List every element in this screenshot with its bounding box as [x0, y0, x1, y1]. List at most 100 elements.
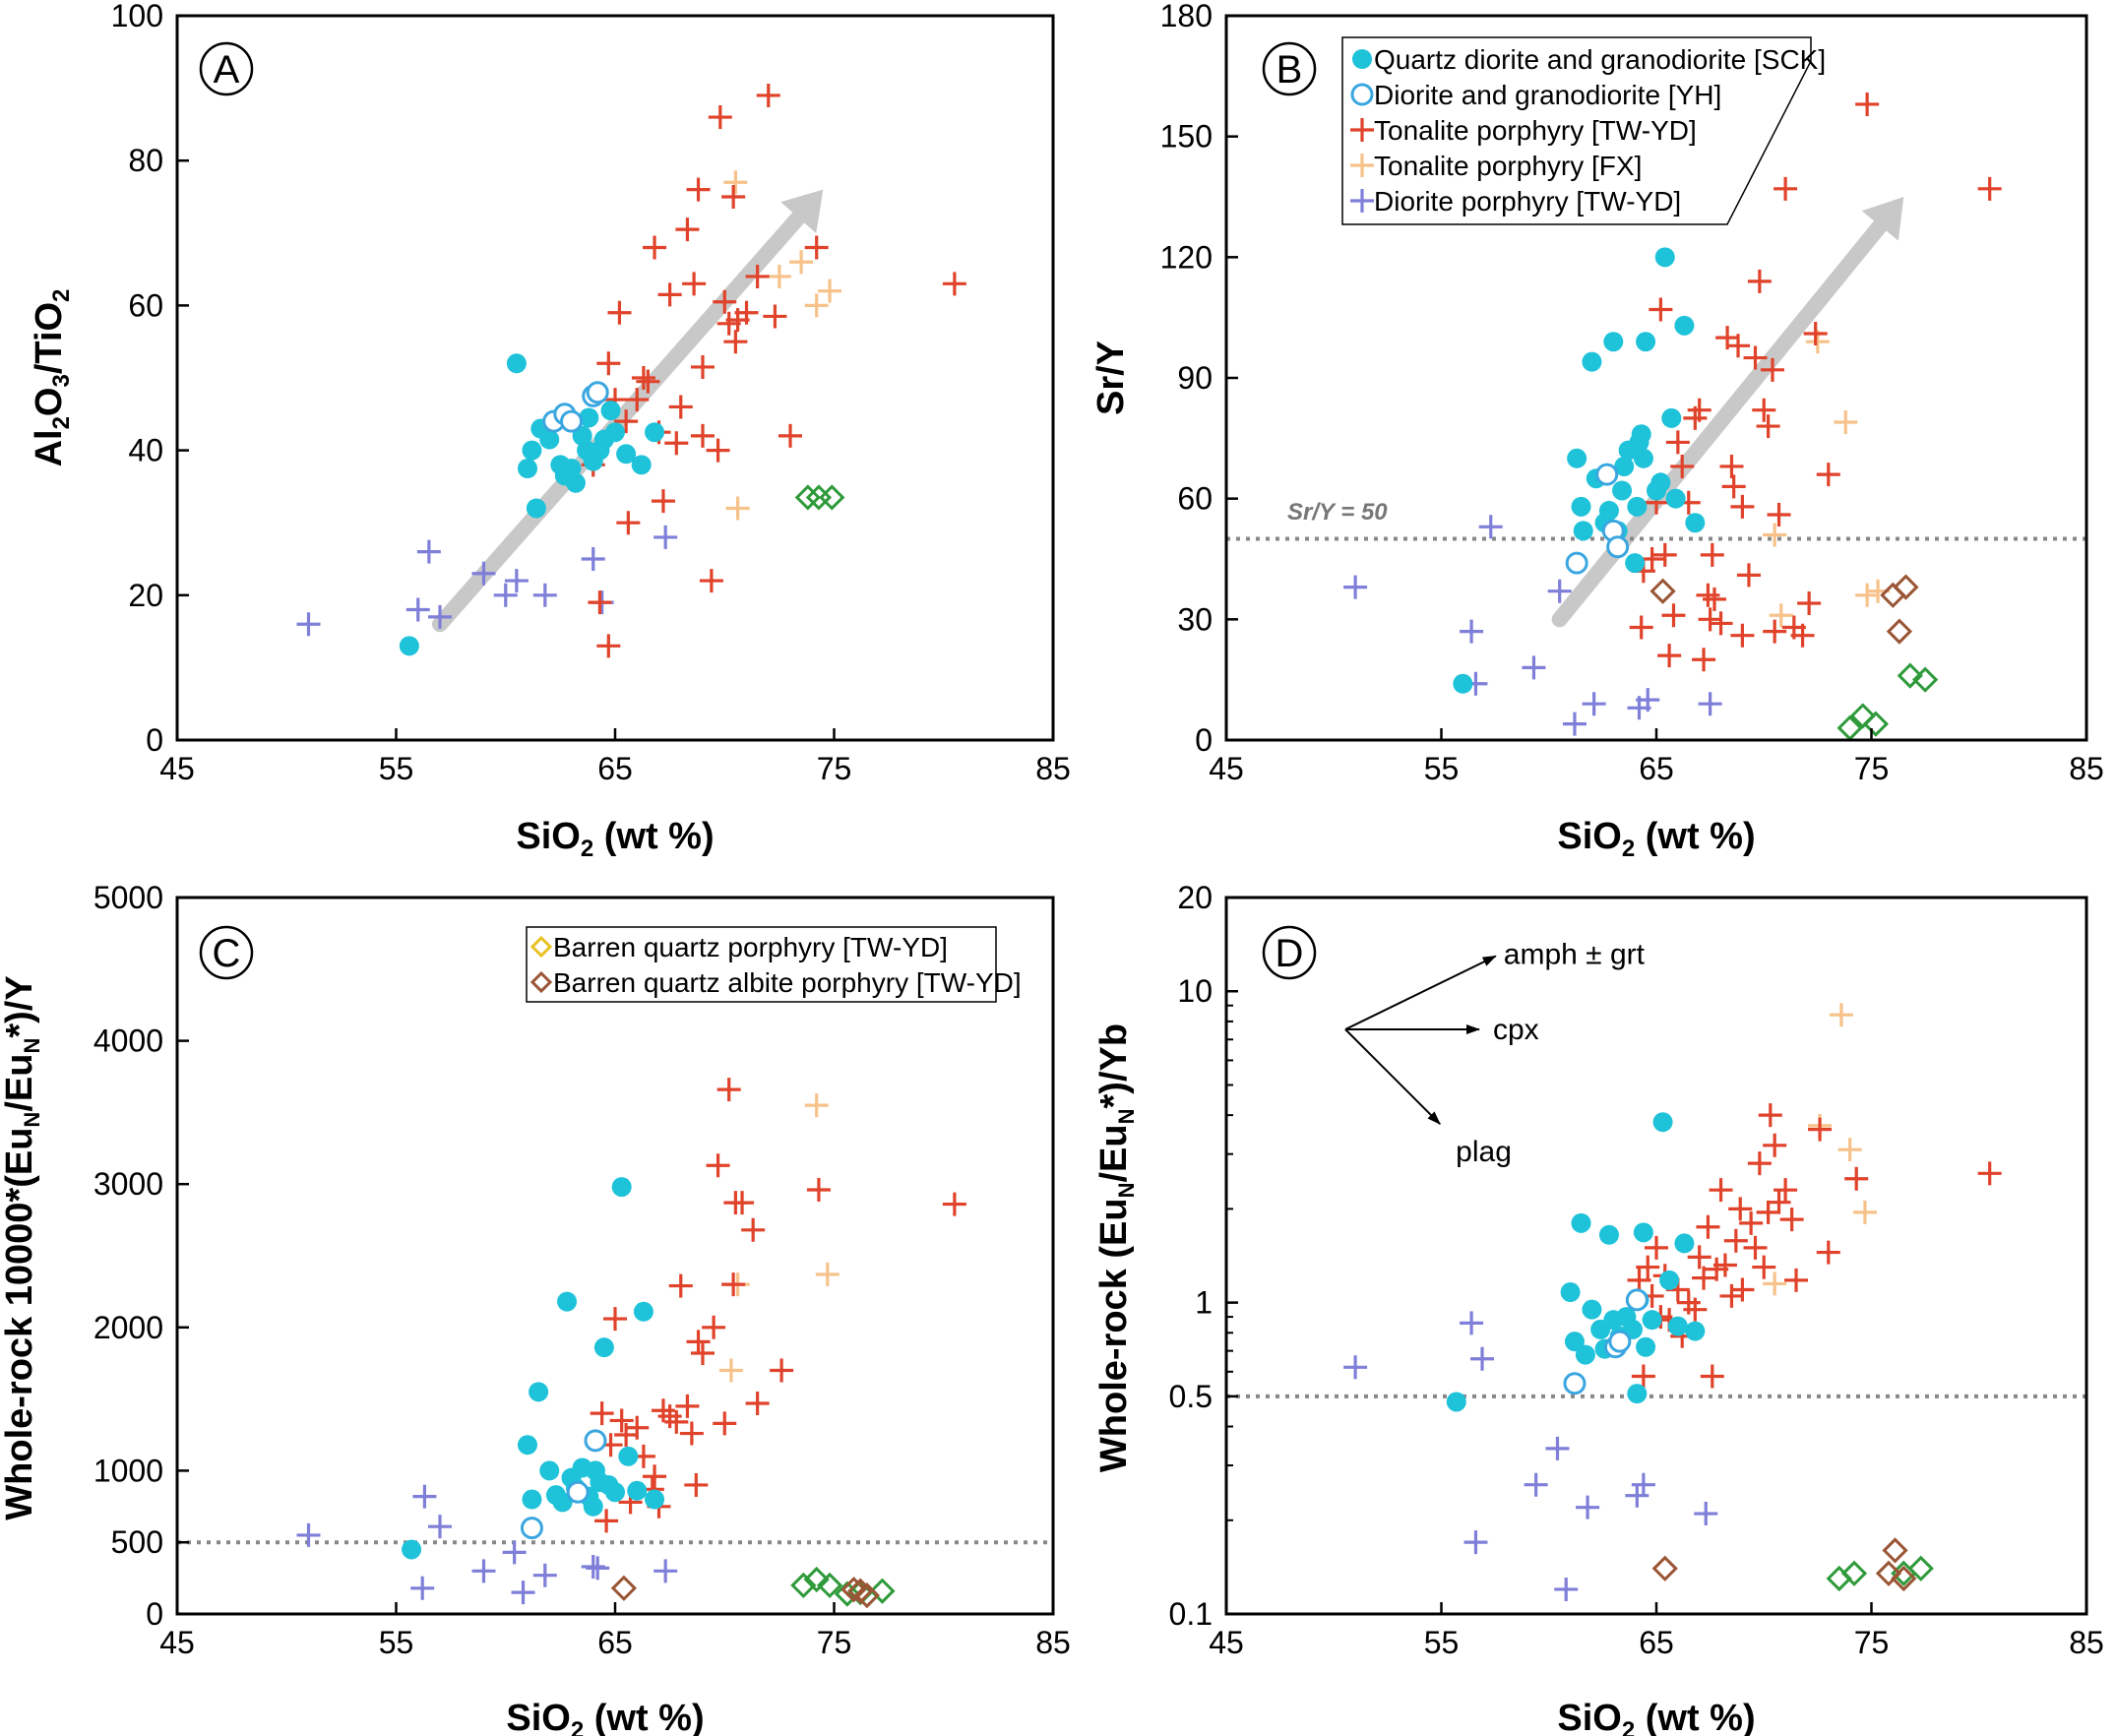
data-point	[1779, 1208, 1804, 1232]
data-point	[1573, 521, 1593, 541]
data-point	[1834, 409, 1858, 434]
data-point	[1756, 1200, 1780, 1224]
data-point	[1760, 357, 1784, 382]
data-point	[614, 409, 639, 434]
data-point	[1816, 463, 1840, 487]
data-point	[691, 354, 715, 379]
data-point	[675, 1394, 700, 1418]
data-point	[804, 1093, 829, 1118]
x-tick-label: 65	[597, 751, 633, 786]
data-point	[815, 1262, 840, 1286]
data-point	[725, 496, 750, 521]
data-point	[1608, 1330, 1632, 1353]
data-point	[1343, 575, 1368, 599]
data-point	[1719, 1283, 1744, 1308]
data-point	[1625, 1288, 1649, 1312]
data-point	[1665, 488, 1686, 509]
data-point	[1545, 1436, 1570, 1460]
data-point	[1633, 448, 1653, 468]
data-point	[706, 1153, 730, 1178]
data-point	[1862, 711, 1889, 737]
data-point	[1603, 332, 1624, 352]
data-point	[1698, 607, 1722, 632]
data-point	[1726, 334, 1751, 358]
data-point	[1721, 474, 1746, 499]
data-point	[596, 634, 621, 658]
data-point	[539, 429, 560, 450]
panel-c-plot	[177, 1078, 1053, 1609]
data-point	[1674, 1233, 1695, 1254]
panel-b-trend-arrow-head	[1861, 197, 1904, 241]
panel-a-trend-arrow-head	[780, 189, 824, 234]
data-point	[1700, 542, 1724, 567]
legend-label-barren_qp: Barren quartz porphyry [TW-YD]	[553, 932, 948, 962]
panel-c-series-yh	[520, 1429, 607, 1540]
data-point	[716, 1078, 741, 1102]
data-point	[402, 1539, 422, 1560]
data-point	[1563, 1372, 1587, 1395]
panel-c-x-title: SiO2 (wt %)	[506, 1698, 704, 1736]
data-point	[803, 1566, 830, 1593]
y-tick-label: 1000	[93, 1453, 163, 1488]
data-point	[804, 293, 829, 318]
legend-marker-yh	[1350, 83, 1374, 106]
data-point	[713, 1411, 737, 1436]
data-point	[1774, 176, 1798, 201]
data-point	[691, 1341, 715, 1366]
data-point	[593, 1337, 614, 1358]
panel-a-plot	[296, 83, 966, 658]
data-point	[645, 1489, 665, 1510]
data-point	[721, 1272, 746, 1297]
data-point	[1652, 542, 1677, 567]
data-point	[1692, 648, 1716, 672]
data-point	[819, 484, 845, 511]
data-point	[1636, 332, 1656, 352]
panel-b-y-ticks: 0 30 60 90 120 150 180	[1160, 0, 1238, 758]
data-point	[684, 1472, 709, 1497]
data-point	[1767, 503, 1791, 527]
svg-text:B: B	[1276, 48, 1303, 92]
data-point	[1739, 1210, 1764, 1235]
y-tick-label: 1	[1195, 1285, 1213, 1321]
data-point	[1343, 1355, 1368, 1380]
data-point	[756, 83, 780, 107]
x-tick-label: 85	[1035, 1625, 1071, 1660]
data-point	[1730, 623, 1755, 648]
data-point	[502, 1540, 527, 1565]
panel-d-y-ticks: 0.1 0.5 1 10 20	[1169, 880, 1238, 1632]
data-point	[1657, 644, 1682, 668]
data-point	[416, 539, 441, 564]
data-point	[1709, 1178, 1733, 1203]
data-point	[1907, 1555, 1934, 1581]
panel-d-label: D	[1262, 925, 1317, 980]
panel-c-series-twyd_diorite	[296, 1484, 678, 1605]
data-point	[631, 455, 652, 475]
data-point	[296, 1522, 321, 1547]
legend-marker-fx	[1350, 154, 1374, 177]
data-point	[651, 1398, 675, 1423]
data-point	[853, 1581, 880, 1609]
data-point	[428, 1515, 452, 1539]
y-tick-label: 4000	[93, 1023, 163, 1059]
data-point	[745, 1391, 770, 1415]
data-point	[1554, 1577, 1579, 1601]
panel-b-series-yh	[1565, 463, 1630, 575]
data-point	[1756, 414, 1780, 439]
y-tick-label: 10	[1177, 973, 1213, 1009]
data-point	[834, 1581, 860, 1607]
x-tick-label: 75	[1854, 751, 1890, 786]
panel-b-trend-arrow-shaft	[1551, 217, 1889, 628]
y-tick-label: 180	[1160, 0, 1213, 33]
data-point	[600, 401, 621, 421]
data-point	[816, 1572, 843, 1599]
data-point	[1645, 1235, 1668, 1260]
y-tick-label: 60	[128, 287, 163, 323]
x-tick-label: 55	[379, 1625, 414, 1660]
data-point	[552, 1492, 573, 1513]
data-point	[653, 525, 678, 549]
data-point	[1855, 92, 1880, 116]
data-point	[789, 250, 814, 275]
data-point	[605, 422, 625, 443]
panel-d-vector-annotations: amph ± grt cpx plag	[1344, 938, 1646, 1168]
legend-marker-barren_qp	[529, 935, 553, 959]
